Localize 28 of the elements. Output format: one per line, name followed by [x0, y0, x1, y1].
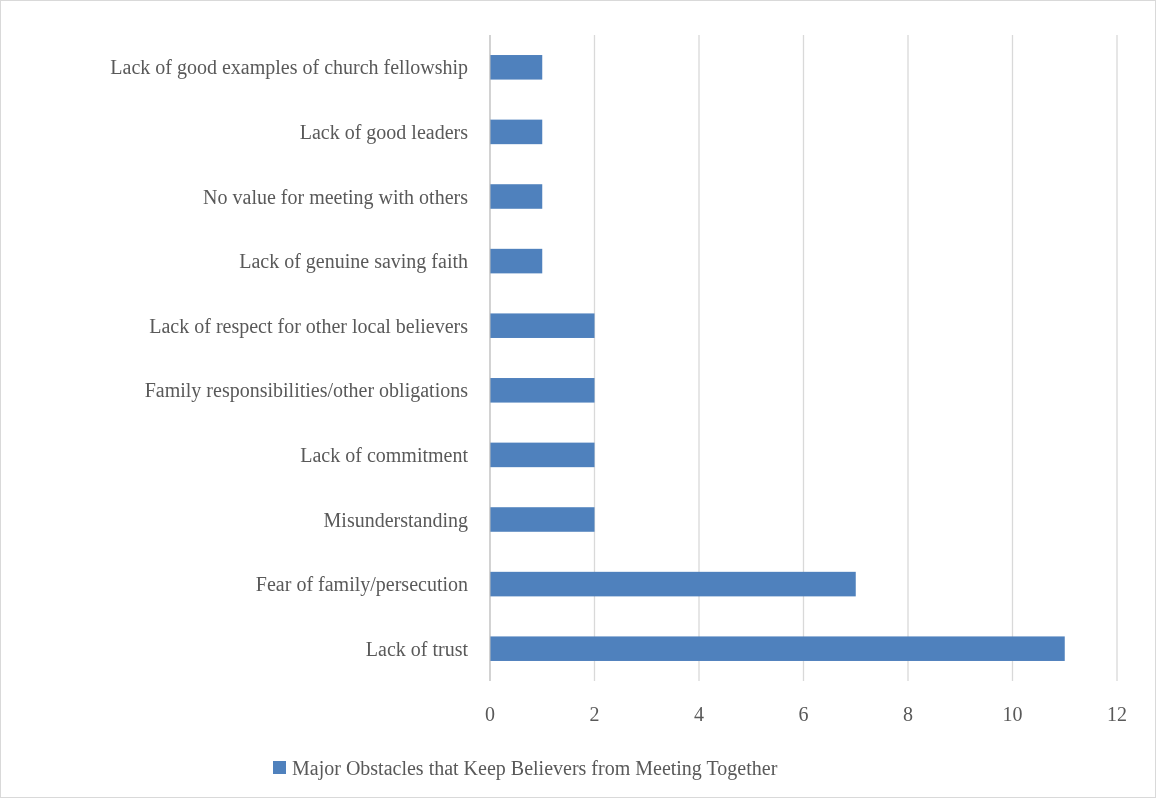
bar: [490, 119, 543, 145]
x-tick-label: 8: [903, 703, 913, 725]
x-tick-label: 0: [485, 703, 495, 725]
x-tick-label: 4: [694, 703, 704, 725]
y-tick-label: Fear of family/persecution: [255, 573, 468, 597]
bar: [490, 313, 595, 338]
x-tick-label: 12: [1107, 703, 1127, 725]
y-tick-label: Lack of trust: [365, 637, 469, 660]
y-tick-label: Lack of genuine saving faith: [239, 250, 468, 274]
x-tick-label: 2: [589, 703, 600, 725]
y-tick-label: Lack of commitment: [300, 443, 469, 466]
bar: [490, 442, 595, 468]
bar: [490, 55, 543, 80]
bar: [490, 636, 1065, 661]
y-tick-label: Lack of good examples of church fellowship: [110, 56, 468, 80]
bar: [490, 184, 543, 209]
y-tick-label: Misunderstanding: [323, 508, 468, 532]
x-tick-label: 10: [1002, 703, 1023, 725]
bar: [490, 571, 856, 597]
x-tick-label: 6: [798, 703, 809, 725]
bar: [490, 378, 595, 403]
bar: [490, 248, 543, 274]
legend-label: Major Obstacles that Keep Believers from Meeting Together: [292, 757, 778, 780]
bar: [490, 507, 595, 532]
y-tick-label: Lack of respect for other local believers: [149, 314, 469, 338]
y-tick-label: No value for meeting with others: [203, 185, 469, 209]
y-tick-label: Family responsibilities/other obligations: [144, 379, 469, 403]
y-tick-label: Lack of good leaders: [299, 120, 469, 144]
